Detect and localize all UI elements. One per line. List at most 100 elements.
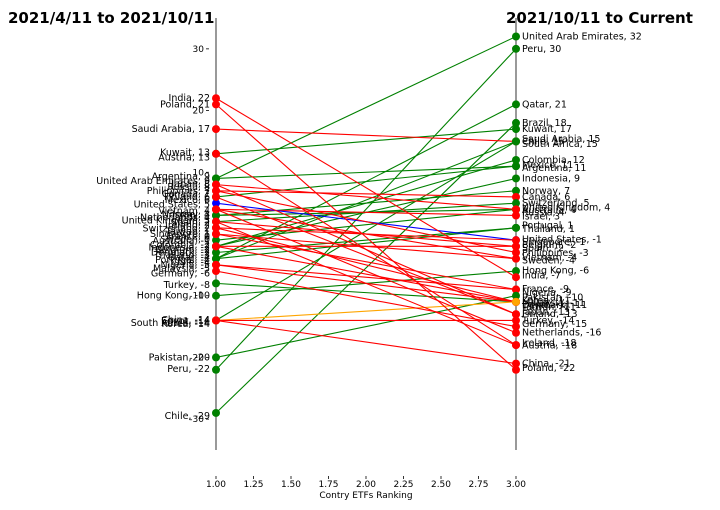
right-point-label: Vietnam, -4 bbox=[522, 252, 577, 263]
slope-line-united-arab-emirates bbox=[215, 36, 517, 179]
left-point-label: India, 22 bbox=[169, 93, 210, 104]
slope-line-india bbox=[215, 97, 517, 278]
left-point-label: United Kingdom, 3 bbox=[122, 215, 210, 226]
right-point-label: United States, -1 bbox=[522, 235, 602, 246]
left-point-united-kingdom bbox=[212, 211, 220, 220]
right-point-label: Egypt, -11 bbox=[522, 299, 571, 310]
y-tick-label: 20 bbox=[193, 107, 205, 117]
slope-line-saudi-arabia bbox=[215, 128, 517, 142]
right-point-label: United Arab Emirates, 32 bbox=[522, 32, 642, 43]
left-point-label: Qatar, -4 bbox=[168, 252, 210, 263]
right-point-poland bbox=[512, 365, 520, 374]
slope-line-ireland bbox=[215, 221, 517, 346]
left-point-label: South Africa, -14 bbox=[131, 318, 210, 329]
y-tick-label: 10 bbox=[193, 168, 205, 178]
left-point-label: Israel, 4 bbox=[172, 209, 210, 220]
right-point-label: Ireland, -18 bbox=[522, 338, 576, 349]
left-point-label: Australia, -1 bbox=[152, 236, 210, 247]
right-point-thailand bbox=[512, 223, 520, 232]
left-point-label: Kuwait, 13 bbox=[160, 148, 210, 159]
right-point-kuwait bbox=[512, 125, 520, 134]
left-point-label: Chile, -4 bbox=[171, 257, 210, 268]
y-tick-label: -10 bbox=[189, 292, 204, 302]
slope-line-canada bbox=[215, 190, 517, 198]
slope-line-pakistan bbox=[215, 295, 517, 358]
right-point-label: Thailand, 1 bbox=[521, 224, 575, 235]
right-point-label: Finland, -13 bbox=[522, 309, 578, 320]
left-point-label: Spain, 2 bbox=[171, 217, 210, 228]
axes-group: 1.00 1.25 1.50 1.75 2.00 2.25 2.50 2.75 3.00 30 20… bbox=[189, 18, 526, 490]
left-point-saudi-arabia bbox=[212, 125, 220, 134]
right-point-label: Indonesia, 9 bbox=[522, 173, 580, 184]
right-point-label: South Africa, 15 bbox=[522, 139, 598, 150]
left-point-portugal bbox=[212, 254, 220, 263]
right-point-label: Chile, 15 bbox=[522, 136, 564, 147]
x-axis-label: Contry ETFs Ranking bbox=[319, 491, 412, 501]
slope-line-chile bbox=[215, 140, 517, 260]
x-tick-label: 2.50 bbox=[431, 480, 451, 490]
left-point-china bbox=[212, 316, 220, 325]
left-point-japan bbox=[212, 180, 220, 189]
left-point-label: Nigeria, -5 bbox=[161, 260, 211, 271]
right-point-label: Brazil, 18 bbox=[522, 118, 567, 129]
right-point-label: Qatar, 21 bbox=[522, 99, 567, 110]
right-point-austria bbox=[512, 341, 520, 350]
left-point-united-states bbox=[212, 199, 220, 208]
right-point-label: Japan, -13 bbox=[521, 307, 570, 318]
left-point-label: Vietnam, 4 bbox=[158, 206, 210, 217]
right-point-united-arab-emirates bbox=[512, 32, 520, 41]
left-point-argentina bbox=[212, 174, 220, 183]
slope-line-netherlands bbox=[215, 208, 517, 334]
x-tick-label: 3.00 bbox=[506, 480, 526, 490]
left-point-label: Thailand, -3 bbox=[153, 250, 210, 261]
right-point-pakistan bbox=[512, 291, 520, 300]
right-point-netherlands bbox=[512, 328, 520, 337]
right-point-norway bbox=[512, 186, 520, 195]
left-point-label: Norway, 3 bbox=[162, 209, 210, 220]
slope-line-vietnam bbox=[215, 208, 517, 260]
slope-line-peru bbox=[215, 48, 517, 371]
left-point-australia bbox=[212, 236, 220, 245]
x-tick-label: 2.00 bbox=[356, 480, 376, 490]
right-point-argentina bbox=[512, 162, 520, 171]
left-point-label: Argentina, 9 bbox=[152, 172, 210, 183]
right-title: 2021/10/11 to Current bbox=[506, 9, 693, 27]
slope-line-egypt bbox=[215, 301, 517, 321]
left-point-label: Chile, -29 bbox=[165, 411, 210, 422]
left-point-label: Egypt, -14 bbox=[161, 316, 210, 327]
left-point-korea bbox=[212, 279, 220, 288]
slope-line-thailand bbox=[215, 227, 517, 254]
left-point-label: Finland, 6 bbox=[164, 192, 210, 203]
left-point-label: Singapore, 1 bbox=[150, 229, 210, 240]
slope-line-france bbox=[215, 233, 517, 291]
x-tick-label: 1.50 bbox=[281, 480, 301, 490]
right-point-label: Peru, 30 bbox=[522, 44, 561, 55]
right-point-israel bbox=[512, 211, 520, 220]
right-point-egypt bbox=[512, 297, 520, 306]
x-tick-label: 2.25 bbox=[393, 480, 413, 490]
left-point-austria bbox=[212, 149, 220, 158]
right-point-colombia bbox=[512, 155, 520, 164]
left-point-label: Hong Kong, -10 bbox=[137, 291, 210, 302]
left-point-label: Ireland, 2 bbox=[165, 220, 210, 231]
slope-line-argentina bbox=[215, 165, 517, 180]
right-point-label: Netherlands, -16 bbox=[522, 328, 601, 339]
left-point-france bbox=[212, 230, 220, 238]
right-point-russia bbox=[512, 205, 520, 214]
left-point-label: United States, 5 bbox=[134, 199, 210, 210]
slope-line-kuwait bbox=[215, 128, 517, 155]
slope-line-norway bbox=[215, 190, 517, 217]
right-point-label: Saudi Arabia, 15 bbox=[522, 134, 600, 145]
left-point-denmark bbox=[212, 242, 220, 251]
right-point-label: Poland, -22 bbox=[522, 363, 575, 374]
right-point-india bbox=[512, 273, 520, 282]
right-point-label: Malaysia, -11 bbox=[522, 298, 585, 309]
right-point-label: Kuwait, 17 bbox=[522, 124, 572, 135]
right-point-nigeria bbox=[512, 285, 520, 294]
right-point-peru bbox=[512, 44, 520, 53]
right-point-south-africa bbox=[512, 137, 520, 146]
left-point-peru bbox=[212, 365, 220, 374]
slope-line-taiwan bbox=[215, 227, 517, 303]
